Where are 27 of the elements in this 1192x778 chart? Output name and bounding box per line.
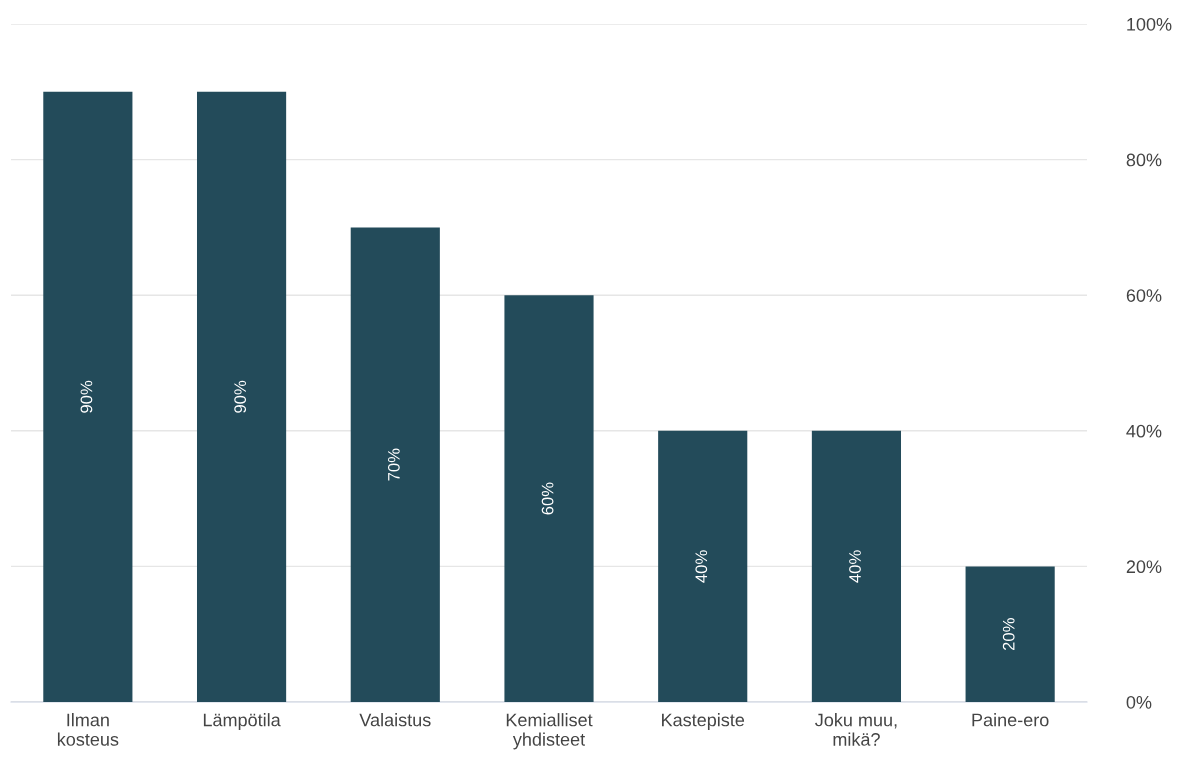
x-tick-label: Paine-ero [972, 713, 1049, 727]
x-tick-label: Kastepiste [662, 713, 745, 730]
data-label: 90% [234, 380, 247, 413]
bar [658, 430, 748, 702]
bar [43, 91, 133, 702]
y-tick-label: 100% [1127, 17, 1172, 31]
x-tick-label: Joku muu, mikä? [815, 713, 897, 746]
data-label: 70% [387, 448, 400, 481]
y-tick-label: 80% [1126, 153, 1162, 167]
x-tick-label: Ilman kosteus [57, 713, 119, 746]
data-label: 40% [695, 550, 708, 583]
data-label: 60% [541, 482, 554, 515]
data-label: 40% [849, 550, 861, 583]
bar [811, 430, 902, 702]
x-tick-label: Valaistus [359, 713, 431, 727]
bar [350, 227, 440, 702]
bar [965, 566, 1055, 702]
y-tick-label: 40% [1126, 424, 1162, 438]
x-tick-label: Kemialliset yhdisteet [506, 713, 593, 750]
y-tick-label: 20% [1126, 560, 1162, 574]
x-tick-label: Lämpötila [203, 713, 281, 730]
bar [196, 91, 287, 702]
y-tick-label: 60% [1126, 289, 1162, 302]
y-tick-label: 0% [1126, 695, 1152, 709]
bar [504, 295, 594, 702]
data-label: 20% [1002, 618, 1015, 651]
data-label: 90% [80, 380, 93, 413]
